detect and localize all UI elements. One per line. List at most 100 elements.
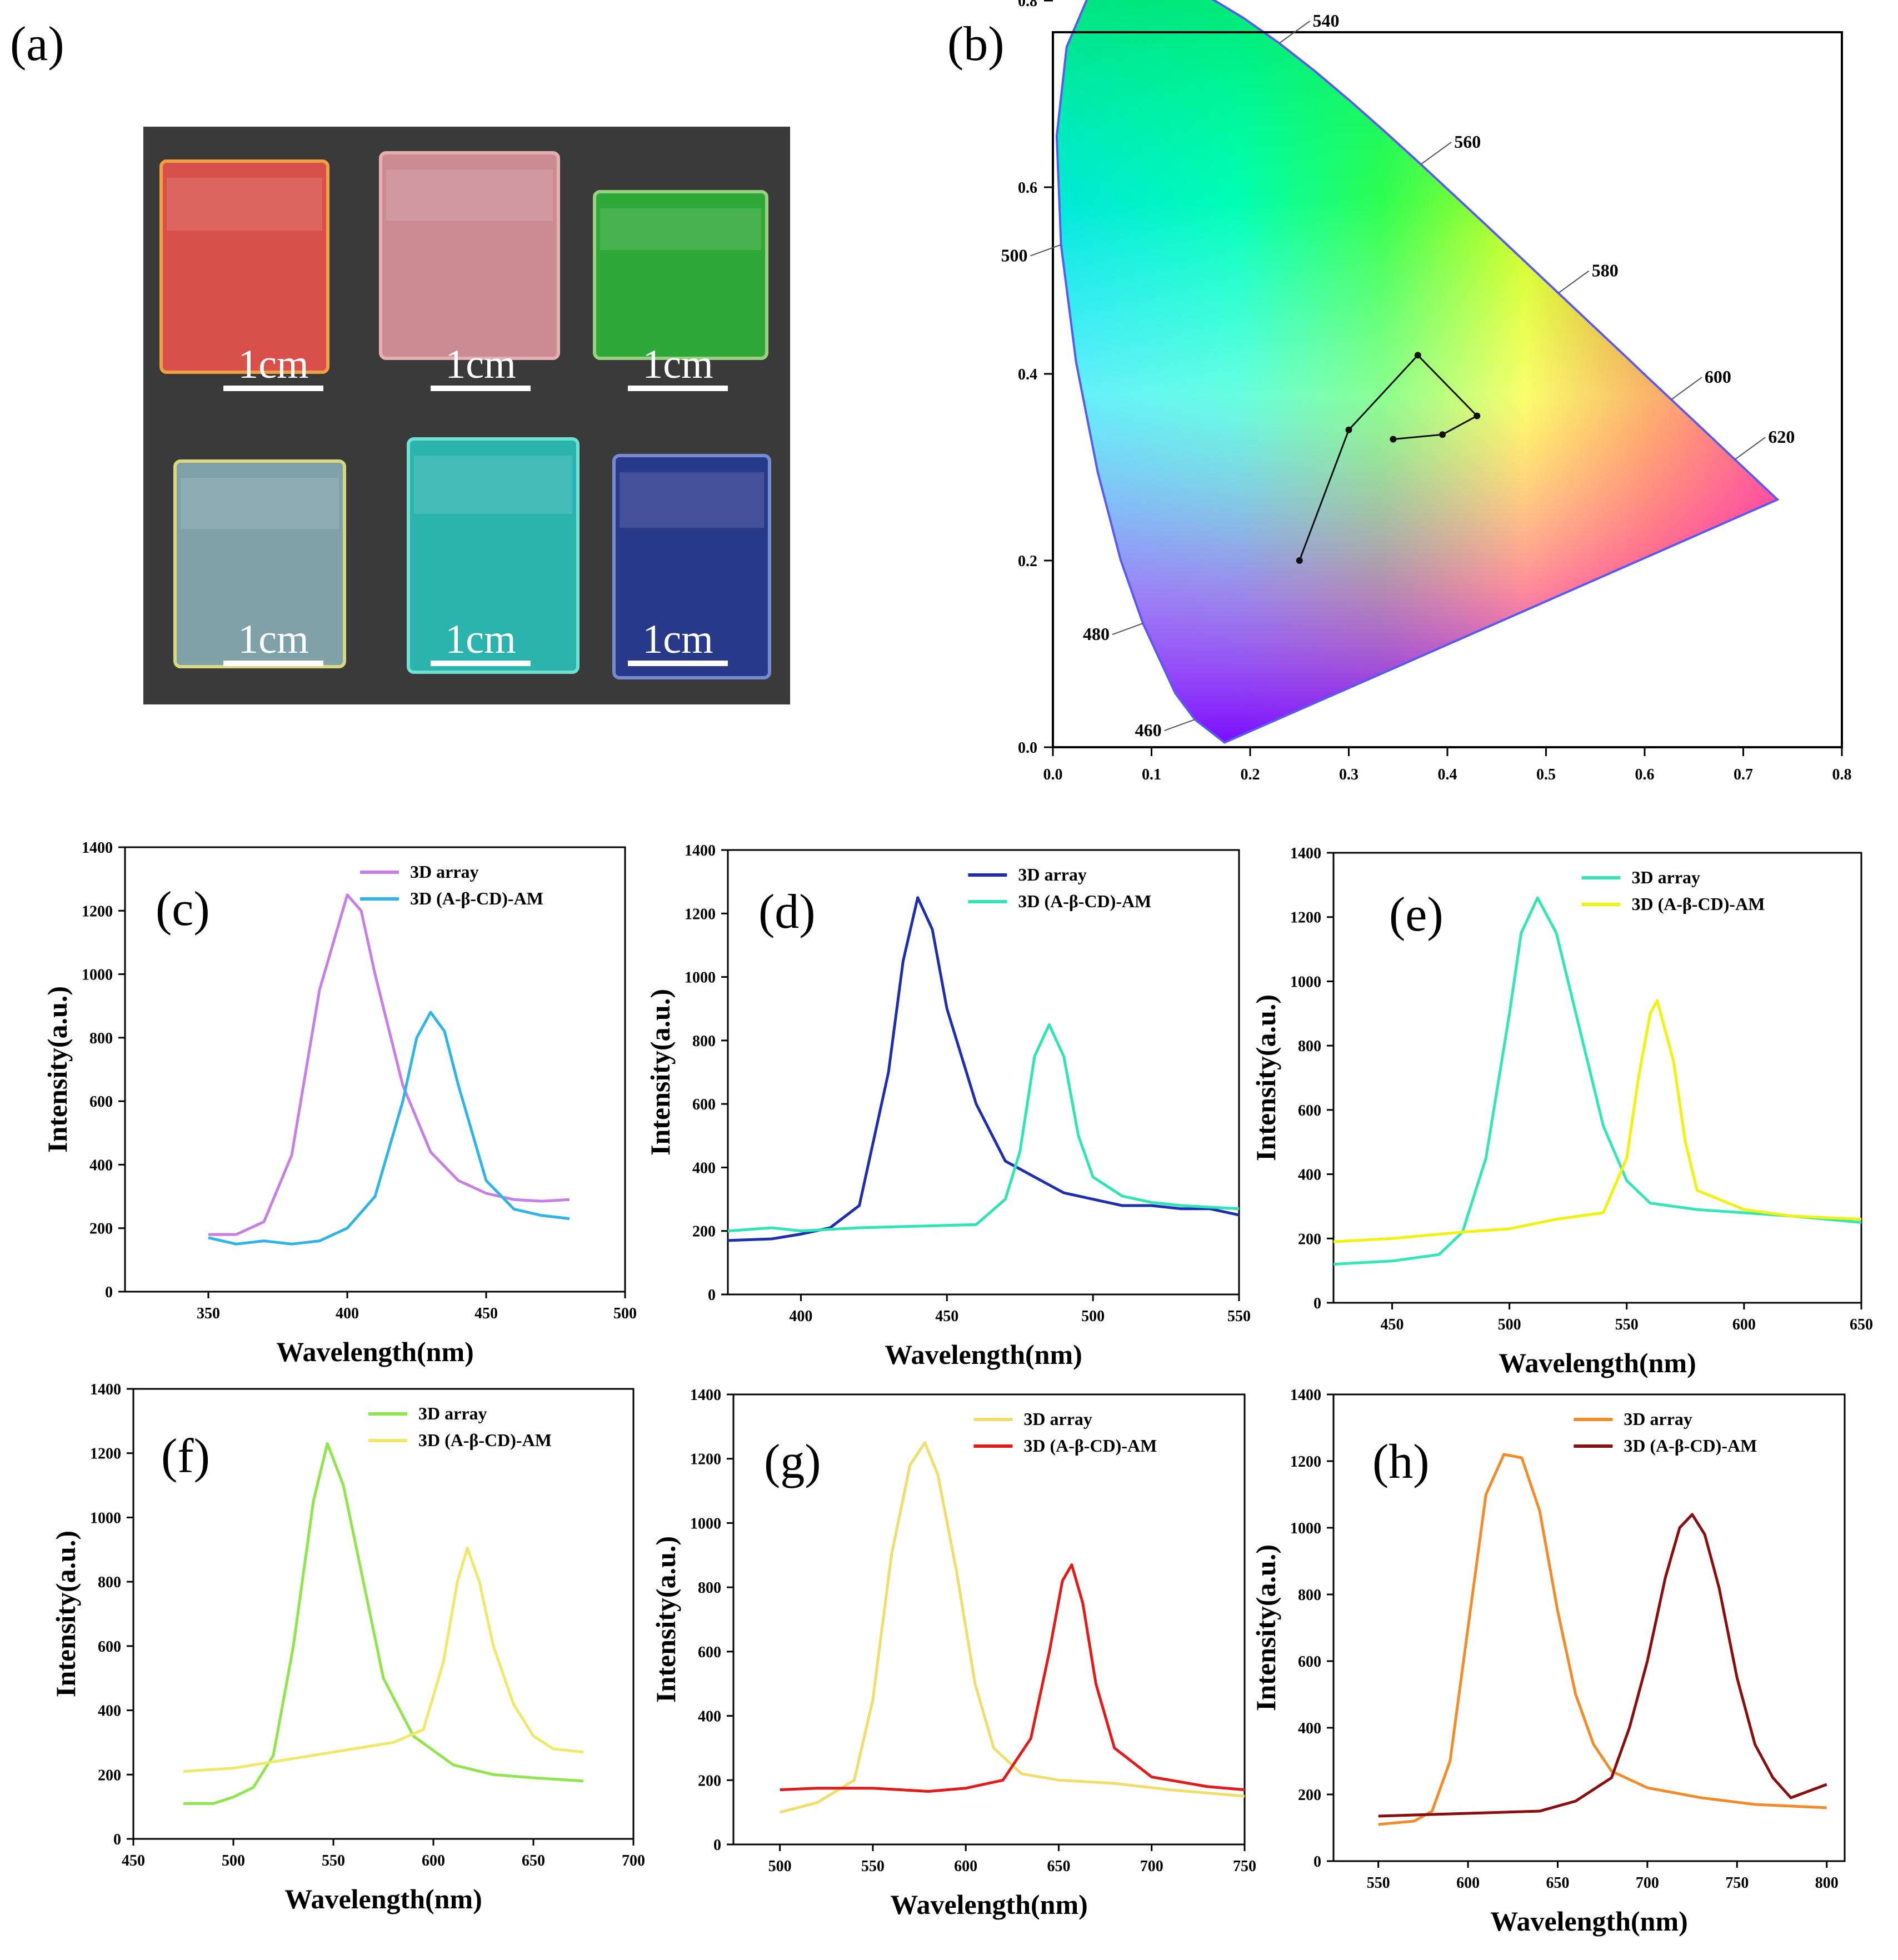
y-tick-label: 0.4: [1018, 366, 1037, 383]
spectrum-panel-d: 400 450 500 550 0 200 400 600 800 1000 1200 1400 Wav…: [645, 842, 1251, 1370]
series-line-1: [727, 896, 1240, 1242]
spectrum-panel-c: 350 400 450 500 0 200 400 600 800 1000 1200 1400 Wav…: [42, 839, 637, 1367]
wavelength-tick: [1420, 142, 1452, 165]
series-line-2: [727, 1023, 1240, 1233]
y-tick-label: 400: [692, 1159, 716, 1177]
series-line-1: [779, 1441, 1245, 1814]
cie-point-6: [1390, 436, 1397, 443]
wavelength-tick: [1112, 623, 1143, 636]
wavelength-label-460: 460: [1135, 720, 1162, 740]
x-tick-label: 700: [1140, 1858, 1163, 1875]
legend-label-1: 3D array: [1632, 867, 1701, 887]
y-tick-label: 1400: [82, 839, 113, 857]
x-tick-label: 450: [935, 1308, 958, 1325]
legend-label-2: 3D (A-β-CD)-AM: [1023, 1436, 1157, 1456]
y-tick-label: 200: [89, 1221, 113, 1238]
series-line-2: [183, 1546, 584, 1773]
y-tick-label: 1000: [1290, 1520, 1321, 1537]
sample-film-body: [407, 437, 580, 674]
x-tick-label: 0.5: [1536, 766, 1556, 783]
y-tick-label: 1400: [690, 1387, 721, 1404]
y-axis-label: Intensity(a.u.): [42, 986, 73, 1153]
plot-frame: [132, 1388, 635, 1840]
x-axis-label: Wavelength(nm): [885, 1339, 1082, 1370]
wavelength-label-500: 500: [1001, 245, 1028, 265]
series-line-1: [1378, 1453, 1827, 1826]
y-tick-label: 1400: [1290, 1387, 1321, 1404]
sample-film-4: 1cm: [173, 459, 346, 668]
x-tick-label: 600: [1732, 1316, 1756, 1333]
y-tick-label: 600: [1298, 1653, 1321, 1671]
panel-letter: (c): [156, 882, 210, 936]
scale-bar-label: 1cm: [642, 617, 713, 662]
y-tick-label: 0: [105, 1284, 113, 1301]
x-tick-label: 550: [1367, 1874, 1390, 1892]
y-tick-label: 600: [1298, 1102, 1321, 1119]
y-tick-label: 800: [698, 1579, 721, 1597]
y-tick-label: 200: [1298, 1231, 1321, 1248]
x-tick-label: 700: [622, 1852, 645, 1869]
x-tick-label: 650: [1546, 1874, 1570, 1892]
y-tick-label: 0: [1313, 1853, 1321, 1871]
y-tick-label: 800: [1298, 1038, 1321, 1055]
x-tick-label: 450: [122, 1852, 145, 1869]
y-tick-label: 1400: [685, 842, 716, 859]
y-tick-label: 1000: [690, 1515, 721, 1532]
panel-letter: (d): [758, 885, 816, 939]
x-tick-label: 550: [322, 1852, 345, 1869]
cie-point-3: [1414, 352, 1421, 359]
plot-frame: [727, 849, 1240, 1296]
legend-label-2: 3D (A-β-CD)-AM: [418, 1430, 552, 1450]
sample-film-6: 1cm: [612, 454, 771, 679]
y-tick-label: 200: [698, 1772, 721, 1789]
y-tick-label: 200: [1298, 1787, 1321, 1804]
x-tick-label: 450: [474, 1305, 498, 1322]
y-tick-label: 600: [98, 1638, 121, 1656]
wavelength-tick: [1671, 377, 1702, 401]
wavelength-tick: [1164, 719, 1195, 732]
x-tick-label: 750: [1725, 1874, 1749, 1892]
plot-frame: [1332, 1393, 1846, 1862]
y-tick-label: 600: [698, 1644, 721, 1661]
y-axis-label: Intensity(a.u.): [650, 1536, 681, 1703]
x-tick-label: 600: [1456, 1874, 1480, 1892]
y-tick-label: 1000: [82, 967, 113, 984]
x-tick-label: 0.0: [1043, 766, 1063, 783]
plot-frame: [732, 1393, 1246, 1846]
x-axis-label: Wavelength(nm): [890, 1889, 1088, 1920]
y-tick-label: 200: [692, 1223, 716, 1241]
wavelength-label-580: 580: [1592, 261, 1619, 281]
panel-letter: (e): [1389, 888, 1444, 942]
legend-label-2: 3D (A-β-CD)-AM: [410, 888, 543, 908]
y-tick-label: 1200: [690, 1451, 721, 1468]
x-tick-label: 500: [1081, 1308, 1105, 1325]
legend-label-1: 3D array: [1023, 1409, 1092, 1429]
y-tick-label: 400: [698, 1708, 721, 1726]
x-tick-label: 650: [1850, 1316, 1873, 1333]
cie-point-4: [1474, 412, 1481, 419]
legend-label-2: 3D (A-β-CD)-AM: [1624, 1436, 1757, 1456]
x-tick-label: 650: [522, 1852, 545, 1869]
sample-film-body: [173, 459, 346, 668]
x-tick-label: 400: [789, 1308, 812, 1325]
y-tick-label: 600: [692, 1096, 716, 1113]
y-axis-label: Intensity(a.u.): [1250, 994, 1281, 1161]
sample-film-body: [593, 190, 768, 360]
series-line-1: [183, 1442, 584, 1805]
y-tick-label: 600: [89, 1093, 113, 1111]
x-axis-label: Wavelength(nm): [276, 1336, 474, 1367]
y-tick-label: 400: [1298, 1720, 1321, 1737]
x-tick-label: 0.4: [1438, 766, 1457, 783]
scale-bar-label: 1cm: [642, 342, 713, 387]
cie-panel: (b) 0.0 0.1 0.2 0.3 0.4 0.5 0.6 0.7 0.8 0.0 0.2 0.4 0…: [947, 0, 1852, 783]
y-tick-label: 800: [692, 1033, 716, 1050]
x-tick-label: 0.1: [1142, 766, 1161, 783]
y-tick-label: 0.8: [1018, 0, 1037, 10]
y-tick-label: 0: [113, 1831, 121, 1848]
x-tick-label: 0.6: [1635, 766, 1655, 783]
cie-gamut-purple: [1056, 0, 1778, 743]
x-axis-label: Wavelength(nm): [1499, 1347, 1696, 1378]
sample-film-3: 1cm: [593, 190, 768, 391]
scale-bar-label: 1cm: [445, 617, 516, 662]
scale-bar: [223, 661, 323, 666]
